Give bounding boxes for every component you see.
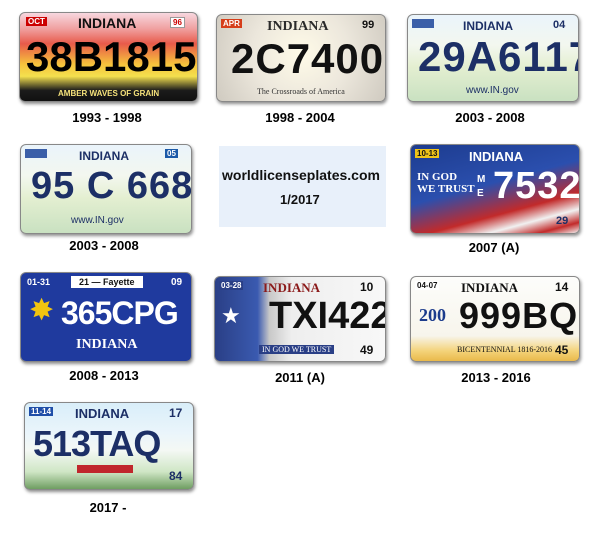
plate-state: INDIANA (75, 406, 130, 421)
plate-2003-a: INDIANA 04 29A6117 www.IN.gov (407, 14, 579, 102)
plate-year: 04 (553, 19, 566, 31)
star-icon: ★ (221, 303, 241, 328)
plate-slogan: www.IN.gov (71, 215, 124, 226)
caption-2003-a: 2003 - 2008 (455, 110, 525, 125)
plate-number: 365CPG (61, 295, 179, 331)
plate-number: 95 C 6680 (31, 165, 192, 207)
plate-2011: 03-28 INDIANA 10 ★ TXI422 IN GOD WE TRUS… (214, 276, 386, 362)
plate-year: 17 (169, 406, 183, 420)
plate-number: 38B1815 (26, 33, 197, 80)
plate-state: INDIANA (78, 15, 137, 31)
plate-year: 09 (171, 277, 183, 288)
caption-2011: 2011 (A) (275, 370, 325, 385)
month-sticker: 04-07 (415, 281, 440, 290)
plate-2007: 10-13 INDIANA IN GOD WE TRUST M E 7532 2… (410, 144, 580, 234)
county-number: 45 (555, 343, 569, 357)
site-info-box (219, 146, 386, 227)
plate-1998: APR INDIANA 99 2C7400 The Crossroads of … (216, 14, 386, 102)
caption-1993: 1993 - 1998 (72, 110, 142, 125)
plate-number: 29A6117 (418, 33, 579, 80)
plate-1993: OCT INDIANA 96 38B1815 AMBER WAVES OF GR… (19, 12, 198, 102)
bicentennial-badge: 200 (419, 305, 446, 325)
plate-2003-b: INDIANA 05 95 C 6680 www.IN.gov (20, 144, 192, 234)
plate-slogan: BICENTENNIAL 1816-2016 (457, 345, 553, 354)
plate-state: INDIANA (76, 337, 138, 352)
year-sticker: 96 (170, 17, 185, 28)
county-number: 49 (360, 343, 374, 357)
plate-year: 14 (555, 280, 569, 294)
month-sticker: OCT (26, 17, 47, 26)
plate-number: 999BQZ (459, 295, 579, 336)
caption-2013: 2013 - 2016 (461, 370, 531, 385)
plate-2013: 04-07 INDIANA 14 200 999BQZ BICENTENNIAL… (410, 276, 580, 362)
plate-slogan: AMBER WAVES OF GRAIN (58, 89, 160, 98)
plate-number: 2C7400 (231, 35, 385, 82)
plate-state: INDIANA (79, 149, 129, 163)
caption-1998: 1998 - 2004 (265, 110, 335, 125)
plate-year: 10 (360, 280, 374, 294)
month-sticker (25, 149, 47, 158)
caption-2003-b: 2003 - 2008 (69, 238, 139, 253)
plate-state: INDIANA (463, 19, 513, 33)
year-sticker: 05 (165, 149, 178, 158)
month-sticker (412, 19, 434, 28)
plate-year: 99 (362, 19, 375, 31)
torch-icon: ✸ (29, 294, 55, 327)
county-banner: 21 — Fayette (71, 276, 143, 288)
plate-2017: 11-14 INDIANA 17 513TAQ 84 (24, 402, 194, 490)
plate-number: 513TAQ (33, 423, 161, 464)
month-sticker: APR (221, 19, 242, 28)
plate-2008: 01-31 21 — Fayette 09 ✸ 365CPG INDIANA (20, 272, 192, 362)
plate-slogan: IN GOD WE TRUST (417, 171, 475, 195)
plate-state: INDIANA (263, 280, 321, 295)
month-sticker: 03-28 (219, 281, 244, 290)
plate-slogan: IN GOD WE TRUST (259, 345, 335, 354)
plate-year: 29 (556, 215, 569, 227)
caption-2007: 2007 (A) (468, 240, 520, 255)
month-sticker: 10-13 (415, 149, 440, 158)
plate-slogan: www.IN.gov (466, 85, 519, 96)
plate-state: INDIANA (469, 149, 524, 164)
plate-number: TXI422 (269, 295, 386, 337)
caption-2017: 2017 - (89, 500, 127, 515)
caption-2008: 2008 - 2013 (69, 368, 139, 383)
plate-slogan: The Crossroads of America (257, 87, 345, 96)
month-sticker: 01-31 (25, 277, 53, 287)
plate-state: INDIANA (267, 19, 329, 34)
plate-prefix: M E (477, 174, 486, 199)
site-name: worldlicenseplates.com (222, 167, 380, 183)
covered-bridge-icon (77, 465, 133, 473)
plate-state: INDIANA (461, 280, 519, 295)
plate-number: 7532 (493, 165, 580, 207)
month-sticker: 11-14 (29, 407, 54, 416)
county-number: 84 (169, 469, 183, 483)
site-date: 1/2017 (280, 192, 320, 207)
